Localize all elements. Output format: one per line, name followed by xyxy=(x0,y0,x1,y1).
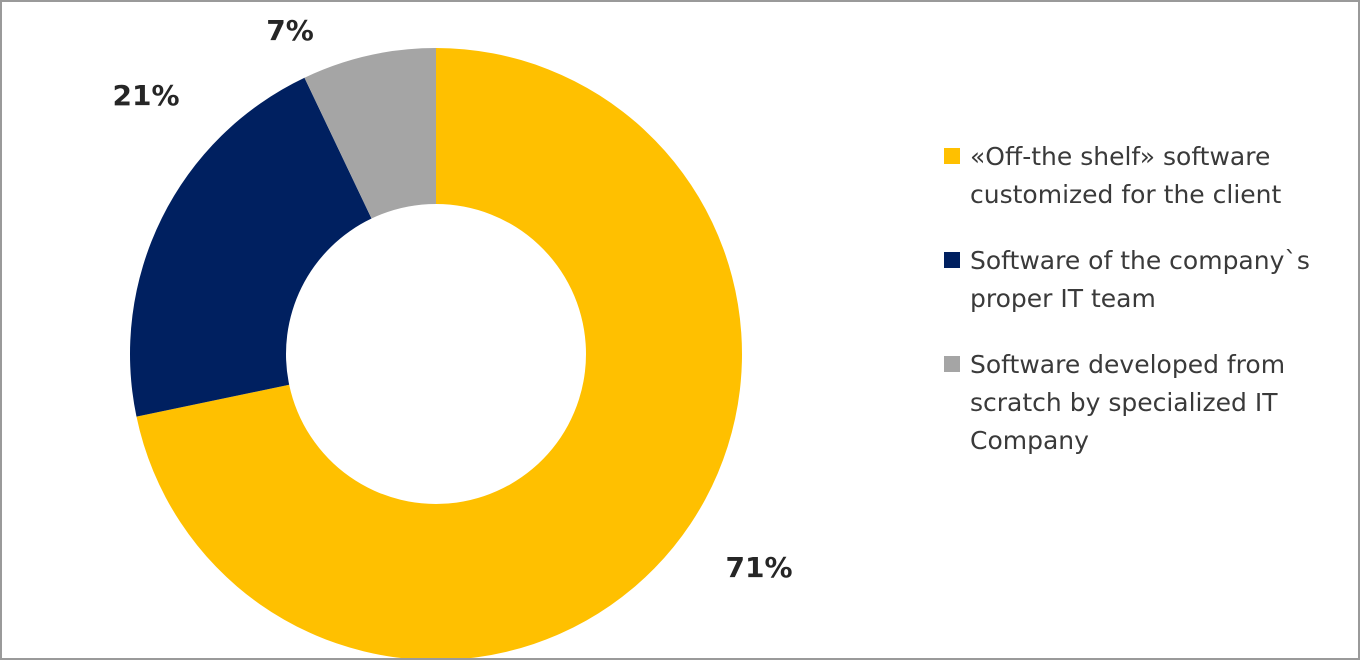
legend-label: Software of the company`s proper IT team xyxy=(970,246,1310,313)
legend: «Off-the shelf» software customized for … xyxy=(944,138,1344,460)
legend-item: «Off-the shelf» software customized for … xyxy=(944,138,1344,214)
legend-label: «Off-the shelf» software customized for … xyxy=(970,142,1282,209)
legend-swatch xyxy=(944,356,960,372)
donut-slices xyxy=(130,48,742,658)
donut-slice xyxy=(136,48,742,658)
legend-swatch xyxy=(944,252,960,268)
slice-labels: 71% 21% 7% xyxy=(112,14,792,584)
slice-data-label: 21% xyxy=(112,79,179,112)
donut-slice xyxy=(130,77,372,417)
donut-slice xyxy=(304,48,436,219)
legend-item: Software of the company`s proper IT team xyxy=(944,242,1344,318)
legend-label: Software developed from scratch by speci… xyxy=(970,350,1286,455)
slice-data-label: 7% xyxy=(266,14,314,47)
slice-data-label: 71% xyxy=(725,551,792,584)
legend-swatch xyxy=(944,148,960,164)
legend-item: Software developed from scratch by speci… xyxy=(944,346,1344,460)
